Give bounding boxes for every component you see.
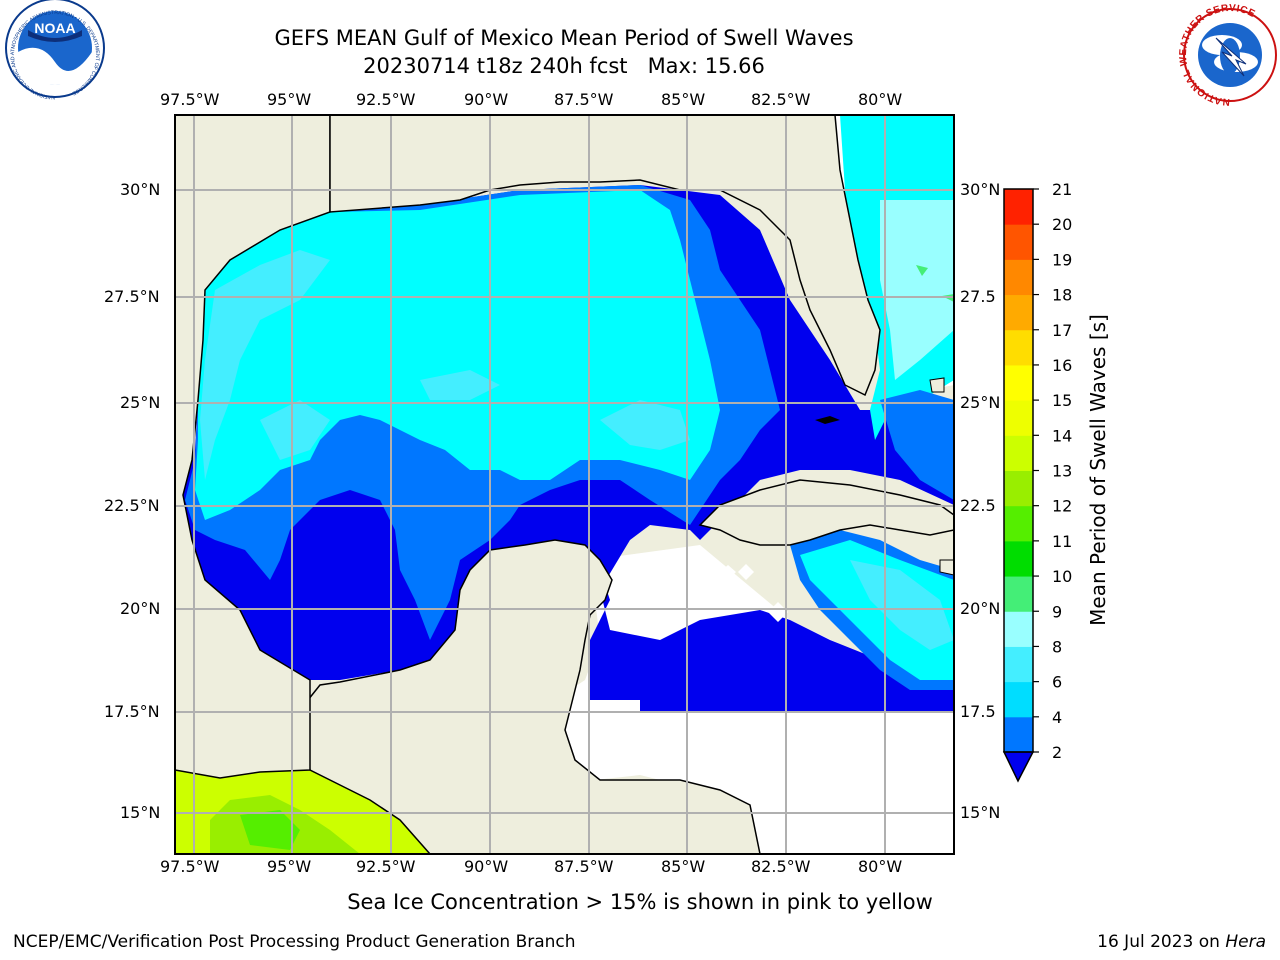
lon-label-top-5: 85°W	[661, 90, 706, 109]
lat-label-right-3: 22.5	[960, 496, 996, 515]
footer-date-text: 16 Jul 2023 on	[1097, 932, 1226, 952]
lat-label-left-6: 15°N	[120, 803, 161, 822]
colorbar-tick-label: 11	[1052, 532, 1072, 551]
colorbar-tick-label: 18	[1052, 286, 1072, 305]
colorbar-tick-label: 10	[1052, 567, 1072, 586]
map-frame	[174, 114, 955, 855]
footer-credit: NCEP/EMC/Verification Post Processing Pr…	[13, 932, 576, 952]
colorbar-tick-label: 21	[1052, 180, 1072, 199]
colorbar-tick-label: 14	[1052, 426, 1072, 445]
colorbar-extend-triangle	[1002, 751, 1035, 783]
lon-label-top-6: 82.5°W	[751, 90, 811, 109]
lat-label-left-5: 17.5°N	[104, 702, 160, 721]
cuba-land	[698, 479, 954, 546]
sea-ice-note-text: Sea Ice Concentration > 15% is shown in …	[347, 890, 933, 914]
colorbar-box	[1004, 224, 1033, 260]
lon-label-bottom-0: 97.5°W	[160, 857, 220, 876]
lat-label-left-4: 20°N	[120, 599, 161, 618]
lon-label-bottom-6: 82.5°W	[751, 857, 811, 876]
lat-label-right-1: 27.5	[960, 287, 996, 306]
lon-label-top-4: 87.5°W	[554, 90, 614, 109]
lat-label-right-0: 30°N	[960, 180, 1001, 199]
colorbar-box	[1004, 329, 1033, 366]
lon-label-top-0: 97.5°W	[160, 90, 220, 109]
colorbar-tick-label: 6	[1052, 673, 1062, 692]
colorbar-box	[1004, 259, 1033, 296]
map-title: GEFS MEAN Gulf of Mexico Mean Period of …	[274, 26, 854, 50]
lon-label-bottom-7: 80°W	[858, 857, 903, 876]
colorbar-box	[1004, 470, 1033, 507]
colorbar-tick-label: 19	[1052, 250, 1072, 269]
footer-date: 16 Jul 2023 on Hera	[1097, 932, 1266, 952]
lon-label-top-7: 80°W	[858, 90, 903, 109]
footer-host: Hera	[1225, 932, 1266, 952]
colorbar-box	[1004, 400, 1033, 436]
colorbar-box	[1004, 505, 1033, 542]
lon-label-top-1: 95°W	[267, 90, 312, 109]
colorbar: 2 4 6 8 9 10 11 12 13 14 15 16 17 18 19 20 21	[1002, 180, 1072, 783]
lat-label-right-4: 20°N	[960, 599, 1001, 618]
lat-label-left-1: 27.5°N	[104, 287, 160, 306]
colorbar-tick-label: 13	[1052, 462, 1072, 481]
colorbar-tick-label: 15	[1052, 391, 1072, 410]
noaa-logo: NOAA NATIONAL OCEANIC AND ATMOSPHERIC AD…	[5, 0, 105, 100]
map-subtitle: 20230714 t18z 240h fcst Max: 15.66	[363, 54, 765, 78]
colorbar-tick-label: 17	[1052, 321, 1072, 340]
yucatan-land	[299, 539, 761, 854]
colorbar-box	[1004, 681, 1033, 718]
lat-label-left-2: 25°N	[120, 393, 161, 412]
colorbar-tick-label: 16	[1052, 356, 1072, 375]
lon-label-bottom-2: 92.5°W	[356, 857, 416, 876]
colorbar-tick-label: 20	[1052, 215, 1072, 234]
colorbar-box	[1004, 646, 1033, 683]
lon-label-bottom-3: 90°W	[464, 857, 509, 876]
colorbar-tick-label: 12	[1052, 497, 1072, 516]
colorbar-box	[1004, 716, 1033, 753]
noaa-logo-text: NOAA	[34, 20, 75, 36]
colorbar-tick-label: 4	[1052, 708, 1062, 727]
colorbar-tick-label: 2	[1052, 743, 1062, 762]
lon-label-bottom-4: 87.5°W	[554, 857, 614, 876]
colorbar-box	[1004, 189, 1033, 225]
colorbar-tick-label: 8	[1052, 637, 1062, 656]
swell-field-6to8	[200, 250, 330, 480]
lat-label-right-2: 25°N	[960, 393, 1001, 412]
colorbar-box	[1004, 364, 1033, 401]
colorbar-box	[1004, 540, 1033, 577]
lon-label-top-2: 92.5°W	[356, 90, 416, 109]
lat-label-left-0: 30°N	[120, 180, 161, 199]
map-area	[175, 115, 954, 854]
graticule	[175, 115, 954, 854]
nws-logo: NATIONAL WEATHER SERVICE	[1178, 3, 1277, 107]
lon-label-top-3: 90°W	[464, 90, 509, 109]
lon-label-bottom-5: 85°W	[661, 857, 706, 876]
mexico-land	[175, 115, 331, 779]
sea-ice-note: Sea Ice Concentration > 15% is shown in …	[0, 890, 1280, 914]
colorbar-box	[1004, 576, 1033, 612]
colorbar-tick-label: 9	[1052, 602, 1062, 621]
colorbar-label: Mean Period of Swell Waves [s]	[1086, 314, 1110, 626]
lat-label-right-6: 15°N	[960, 803, 1001, 822]
colorbar-box	[1004, 435, 1033, 471]
lat-label-left-3: 22.5°N	[104, 496, 160, 515]
lat-label-right-5: 17.5	[960, 702, 996, 721]
colorbar-box	[1004, 611, 1033, 647]
lon-label-bottom-1: 95°W	[267, 857, 312, 876]
colorbar-box	[1004, 294, 1033, 331]
